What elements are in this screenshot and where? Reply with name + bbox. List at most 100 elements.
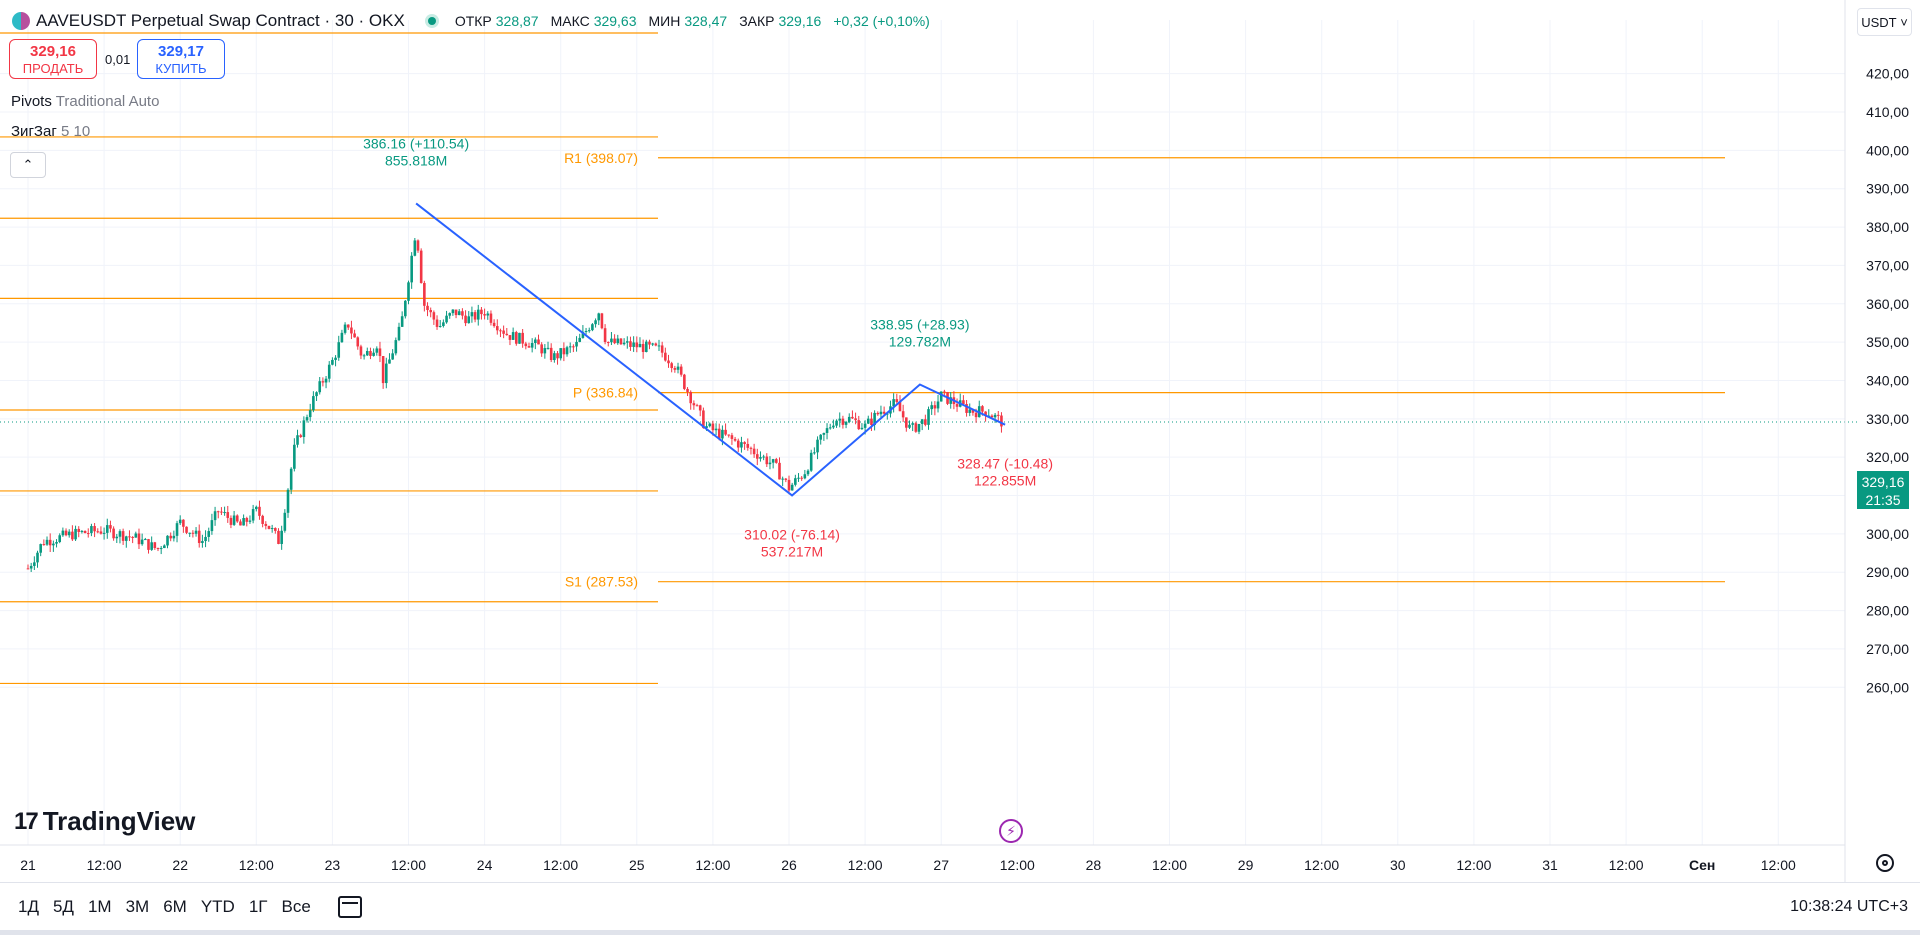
candle-body [369, 351, 372, 356]
price-axis-label: 290,00 [1866, 564, 1909, 580]
candle-body [457, 311, 461, 316]
candle-body [749, 447, 753, 449]
range-1y[interactable]: 1Г [248, 897, 268, 916]
candle-body [118, 531, 122, 537]
symbol-title[interactable]: AAVEUSDT Perpetual Swap Contract · 30 · … [36, 11, 405, 30]
candle-body [622, 342, 626, 345]
candle-body [42, 544, 46, 546]
candle-body [965, 404, 968, 413]
candle-body [835, 420, 838, 426]
candle-body [362, 355, 366, 357]
candle-body [543, 348, 547, 354]
candle-body [416, 240, 420, 251]
range-ytd[interactable]: YTD [200, 897, 235, 916]
candle-body [660, 345, 664, 353]
candle-body [182, 519, 185, 527]
candle-body [530, 343, 534, 348]
lightning-icon[interactable]: ⚡ [999, 819, 1023, 843]
range-1d[interactable]: 1Д [18, 897, 39, 916]
clock[interactable]: 10:38:24 UTC+3 [1790, 898, 1908, 915]
time-axis-label: 12:00 [848, 857, 883, 873]
candle-body [33, 562, 36, 566]
range-all[interactable]: Все [281, 897, 311, 916]
candle-body [172, 535, 176, 539]
pivot-label-p: P (336.84) [573, 385, 638, 401]
time-axis-label: 24 [477, 857, 493, 873]
range-6m[interactable]: 6М [163, 897, 187, 916]
candle-body [261, 515, 264, 524]
trade-panel: 329,16 ПРОДАТЬ 0,01 329,17 КУПИТЬ [9, 39, 225, 79]
candle-body [178, 519, 182, 524]
candle-body [483, 314, 486, 316]
candle-body [235, 515, 239, 522]
candle-body [486, 313, 490, 316]
candle-body [365, 351, 369, 356]
range-1m[interactable]: 1М [87, 897, 112, 916]
range-5d[interactable]: 5Д [52, 897, 74, 916]
candle-body [828, 427, 832, 429]
candle-body [29, 565, 33, 569]
candle-body [540, 344, 543, 354]
candle-body [194, 530, 198, 534]
candle-body [955, 404, 959, 407]
time-axis-label: 31 [1542, 857, 1558, 873]
candle-body [974, 412, 978, 418]
candle-body [841, 418, 845, 425]
candle-body [971, 409, 975, 413]
candle-body [223, 512, 226, 514]
candle-body [908, 424, 911, 428]
candle-body [949, 397, 953, 404]
candle-body [45, 539, 49, 545]
candle-body [52, 543, 55, 546]
candle-body [863, 423, 867, 428]
candle-body [781, 478, 784, 480]
settings-icon[interactable] [1876, 854, 1894, 872]
candle-body [318, 381, 322, 393]
candle-body [768, 462, 772, 465]
candle-body [1000, 415, 1003, 427]
time-axis-label: 29 [1238, 857, 1254, 873]
candle-body [410, 255, 413, 283]
zigzag-volume-0: 855.818M [385, 152, 447, 168]
candle-body [451, 309, 455, 314]
candle-body [378, 348, 382, 357]
range-3m[interactable]: 3М [125, 897, 150, 916]
candle-body [346, 324, 350, 328]
candle-body [778, 462, 781, 480]
candle-body [765, 456, 769, 465]
candle-body [860, 427, 864, 430]
candle-body [454, 309, 458, 316]
currency-selector[interactable]: USDT ˅ [1857, 8, 1912, 36]
candle-body [445, 315, 448, 323]
indicator-pivots[interactable]: Pivots Traditional Auto [11, 93, 159, 110]
tradingview-logo[interactable]: 17 TradingView [14, 806, 195, 837]
candle-body [686, 388, 689, 392]
candle-body [534, 339, 537, 344]
candle-body [645, 341, 648, 352]
candle-body [350, 327, 353, 334]
candle-body [115, 536, 119, 539]
candle-body [527, 346, 531, 348]
candle-body [188, 532, 192, 534]
candle-body [600, 313, 604, 329]
candle-body [775, 459, 778, 463]
candle-body [876, 412, 880, 415]
logo-text: TradingView [42, 806, 196, 836]
sell-button[interactable]: 329,16 ПРОДАТЬ [9, 39, 97, 79]
collapse-indicators-button[interactable]: ⌃ [10, 152, 46, 178]
candle-body [163, 545, 166, 549]
candle-body [857, 420, 861, 430]
zigzag-line [415, 202, 1006, 497]
candle-body [717, 428, 721, 439]
indicator-zigzag[interactable]: ЗигЗаг 5 10 [11, 123, 90, 140]
calendar-icon[interactable] [337, 896, 362, 918]
time-axis-label: 12:00 [1456, 857, 1491, 873]
ohlc-high: 329,63 [593, 13, 637, 29]
candle-body [632, 342, 635, 347]
candle-body [787, 479, 791, 491]
candle-body [229, 517, 233, 525]
candle-body [591, 324, 594, 331]
buy-button[interactable]: 329,17 КУПИТЬ [137, 39, 225, 79]
candle-body [635, 342, 639, 348]
